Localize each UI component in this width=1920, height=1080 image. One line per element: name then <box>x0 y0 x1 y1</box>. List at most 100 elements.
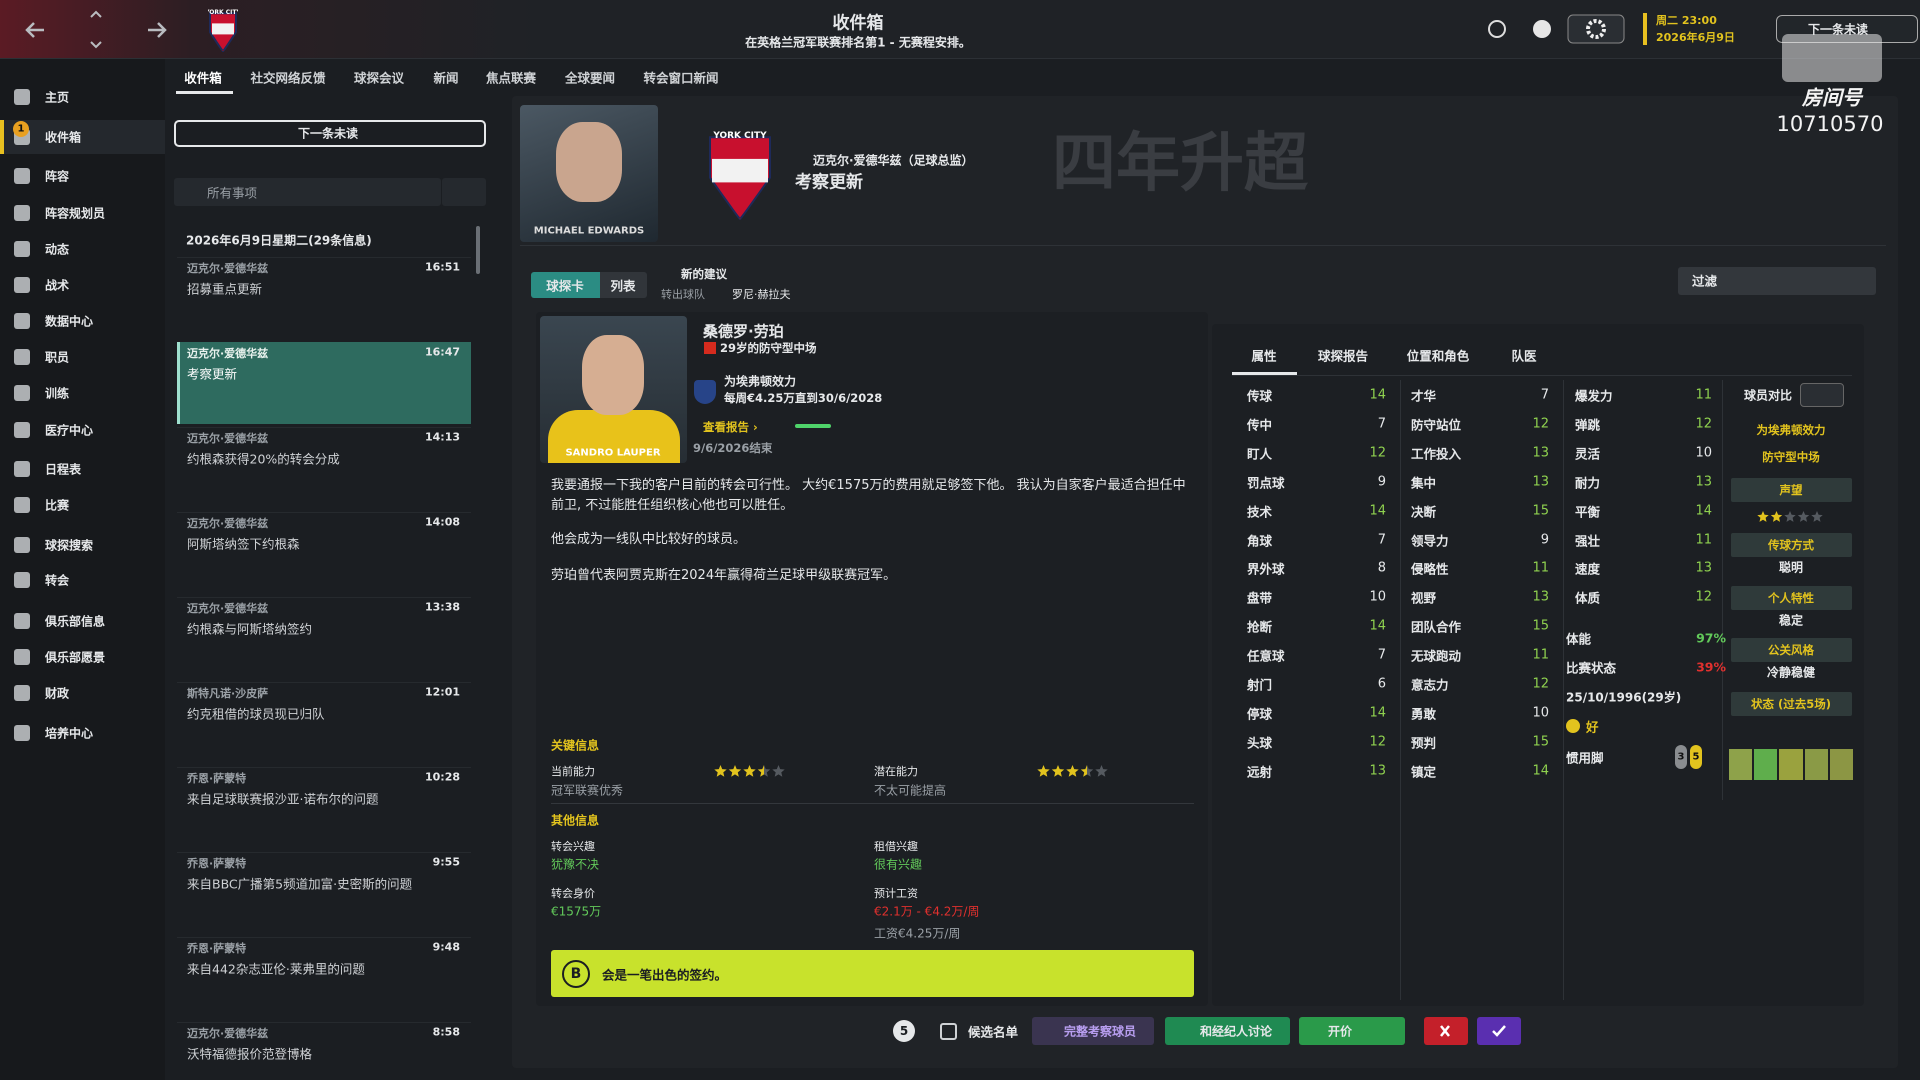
info-label: 转会兴趣 <box>551 840 595 853</box>
sidebar-item[interactable]: 培养中心 <box>45 726 94 741</box>
view-tab[interactable] <box>600 272 647 298</box>
attribute-name: 侵略性 <box>1411 561 1449 577</box>
next-unread-button[interactable] <box>174 120 486 147</box>
sidebar-item[interactable]: 主页 <box>45 90 70 105</box>
search-box[interactable] <box>174 178 441 206</box>
info-label: 租借兴趣 <box>874 840 918 853</box>
sidebar-item[interactable]: 日程表 <box>45 462 82 477</box>
selected-item[interactable] <box>177 342 471 424</box>
inbox-item[interactable] <box>177 512 471 594</box>
section-heading: 其他信息 <box>551 813 600 828</box>
attribute-value: 14 <box>1369 618 1386 634</box>
verdict-text: 会是一笔出色的签约。 <box>602 967 728 983</box>
star <box>1095 764 1108 777</box>
item-sender: 乔恩·萨蒙特 <box>187 942 247 955</box>
attribute-value: 12 <box>1532 676 1549 692</box>
view-tab-active[interactable] <box>531 272 600 298</box>
attribute-value: 15 <box>1532 503 1549 519</box>
info-value: 工资€4.25万/周 <box>874 926 961 941</box>
sidebar-item[interactable]: 收件箱 <box>45 130 82 145</box>
attribute-value: 10 <box>1369 589 1386 605</box>
foot-label: 惯用脚 <box>1566 750 1604 766</box>
sidebar-item[interactable]: 职员 <box>45 350 70 365</box>
inbox-item[interactable] <box>177 767 471 849</box>
agent-button[interactable] <box>1165 1017 1290 1045</box>
section-tab[interactable]: 转会窗口新闻 <box>643 70 719 86</box>
attribute-tab[interactable]: 位置和角色 <box>1406 348 1470 364</box>
shortlist-checkbox[interactable] <box>940 1023 957 1040</box>
sidebar-item[interactable]: 比赛 <box>45 498 70 513</box>
attribute-tab[interactable]: 球探报告 <box>1317 348 1369 364</box>
comparison-dropdown[interactable] <box>1800 383 1844 407</box>
gear-icon <box>1586 19 1606 39</box>
attribute-tab[interactable]: 属性 <box>1251 348 1277 364</box>
comparison-heading: 声望 <box>1779 483 1803 497</box>
item-sender: 迈克尔·爱德华兹 <box>187 1027 269 1040</box>
attribute-tab[interactable]: 队医 <box>1511 348 1537 364</box>
item-time: 14:08 <box>424 515 460 529</box>
sidebar-item[interactable]: 俱乐部愿景 <box>45 650 106 665</box>
item-sender: 迈克尔·爱德华兹 <box>187 347 269 360</box>
filter-dropdown[interactable] <box>1678 267 1876 295</box>
up-down-arrows[interactable] <box>90 10 102 49</box>
full-scout-button[interactable] <box>1032 1017 1154 1045</box>
item-sender: 乔恩·萨蒙特 <box>187 857 247 870</box>
sidebar-item[interactable]: 转会 <box>45 573 70 588</box>
form-bar <box>1829 749 1854 780</box>
view-report-link[interactable]: 查看报告 › <box>703 420 758 434</box>
ability-label: 当前能力 <box>551 765 595 778</box>
comparison-heading-box <box>1731 533 1852 557</box>
inbox-item[interactable] <box>177 682 471 764</box>
sidebar-item[interactable]: 阵容规划员 <box>45 206 106 221</box>
star <box>1080 764 1094 777</box>
back-arrow[interactable] <box>25 22 44 38</box>
attribute-value: 14 <box>1369 503 1386 519</box>
attribute-name: 才华 <box>1411 388 1437 404</box>
attribute-value: 9 <box>1540 532 1549 547</box>
ability-note: 不太可能提高 <box>874 783 947 798</box>
inbox-item[interactable] <box>177 427 471 509</box>
section-tab[interactable]: 球探会议 <box>353 70 405 86</box>
sidebar-item[interactable]: 医疗中心 <box>45 423 94 438</box>
settings-button[interactable] <box>1567 14 1625 44</box>
sidebar-item[interactable]: 数据中心 <box>45 314 94 329</box>
offer-button[interactable] <box>1299 1017 1405 1045</box>
sidebar-item[interactable]: 训练 <box>45 386 70 401</box>
section-tab[interactable]: 收件箱 <box>184 70 222 86</box>
attribute-value: 11 <box>1532 647 1549 663</box>
sidebar-icon <box>14 537 30 553</box>
star <box>1066 764 1079 777</box>
comparison-value: 冷静稳健 <box>1766 665 1816 680</box>
inbox-item[interactable] <box>177 937 471 1019</box>
attribute-value: 13 <box>1695 474 1712 490</box>
inbox-item[interactable] <box>177 1022 471 1080</box>
attribute-name: 速度 <box>1575 561 1601 577</box>
forward-arrow[interactable] <box>148 22 167 38</box>
sidebar-item[interactable]: 战术 <box>45 278 70 293</box>
help-icon[interactable] <box>1533 20 1551 38</box>
attribute-value: 12 <box>1369 734 1386 750</box>
sidebar-item[interactable]: 俱乐部信息 <box>45 614 106 629</box>
sidebar-item[interactable]: 球探搜索 <box>45 538 94 553</box>
attribute-name: 视野 <box>1411 590 1437 606</box>
item-sender: 迈克尔·爱德华兹 <box>187 262 269 275</box>
section-tab[interactable]: 新闻 <box>433 70 459 86</box>
inbox-item[interactable] <box>177 852 471 934</box>
attribute-value: 13 <box>1695 560 1712 576</box>
section-tab[interactable]: 全球要闻 <box>564 70 616 86</box>
sidebar-item[interactable]: 动态 <box>45 242 70 257</box>
item-subject: 约克租借的球员现已归队 <box>187 706 325 722</box>
item-time: 8:58 <box>432 1025 460 1039</box>
star <box>1784 511 1796 522</box>
section-tab[interactable]: 焦点联赛 <box>485 70 537 86</box>
section-tab[interactable]: 社交网络反馈 <box>250 70 326 86</box>
right-foot-badge <box>1690 745 1702 769</box>
inbox-item[interactable] <box>177 257 471 339</box>
sidebar-item[interactable]: 阵容 <box>45 169 70 184</box>
globe-icon[interactable] <box>1488 20 1506 38</box>
page-subtitle: 在英格兰冠军联赛排名第1 - 无赛程安排。 <box>745 35 971 50</box>
item-time: 9:55 <box>432 855 460 869</box>
inbox-item[interactable] <box>177 597 471 679</box>
sort-button[interactable] <box>442 178 486 206</box>
sidebar-item[interactable]: 财政 <box>45 686 70 701</box>
